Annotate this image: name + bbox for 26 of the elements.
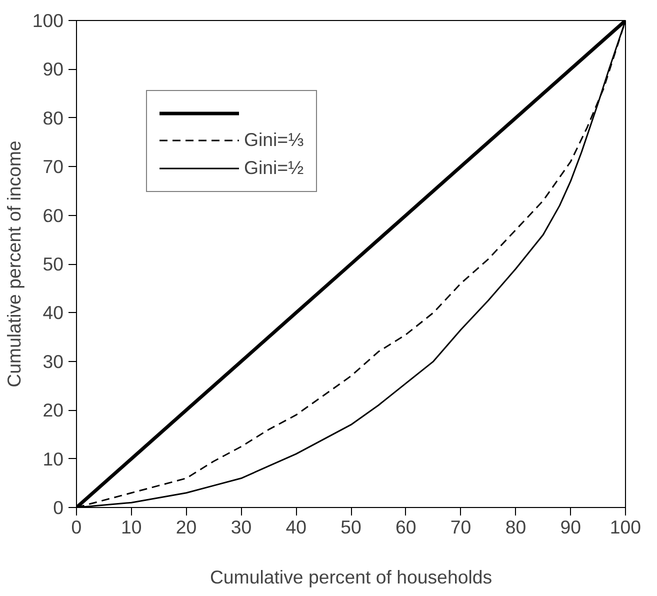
x-tick-label: 0	[71, 516, 82, 538]
x-tick-label: 70	[450, 516, 472, 538]
x-tick-label: 100	[610, 516, 642, 538]
y-tick-label: 50	[42, 254, 64, 274]
y-tick-label: 10	[42, 448, 64, 470]
x-tick-label: 10	[121, 516, 142, 538]
x-tick-label: 40	[286, 516, 306, 538]
x-tick-label: 90	[560, 516, 581, 538]
y-tick-label: 70	[42, 156, 64, 178]
y-tick-label: 40	[42, 302, 64, 324]
x-tick-label: 20	[176, 516, 197, 538]
x-tick-label: 30	[230, 516, 252, 538]
y-tick-label: 60	[42, 204, 64, 226]
y-tick-label: 30	[42, 350, 64, 372]
x-tick-label: 60	[396, 516, 416, 538]
legend-label: Gini=½	[244, 157, 304, 179]
y-tick-label: 100	[32, 10, 64, 31]
x-tick-label: 50	[340, 516, 362, 538]
x-axis-title: Cumulative percent of households	[210, 566, 492, 588]
x-tick-label: 80	[505, 516, 526, 538]
y-tick-label: 80	[42, 107, 64, 128]
y-tick-label: 0	[53, 497, 64, 518]
legend-label: Gini=⅓	[244, 129, 304, 151]
y-tick-label: 90	[42, 58, 64, 80]
y-tick-label: 20	[42, 400, 64, 421]
y-axis-title: Cumulative percent of income	[3, 140, 24, 388]
